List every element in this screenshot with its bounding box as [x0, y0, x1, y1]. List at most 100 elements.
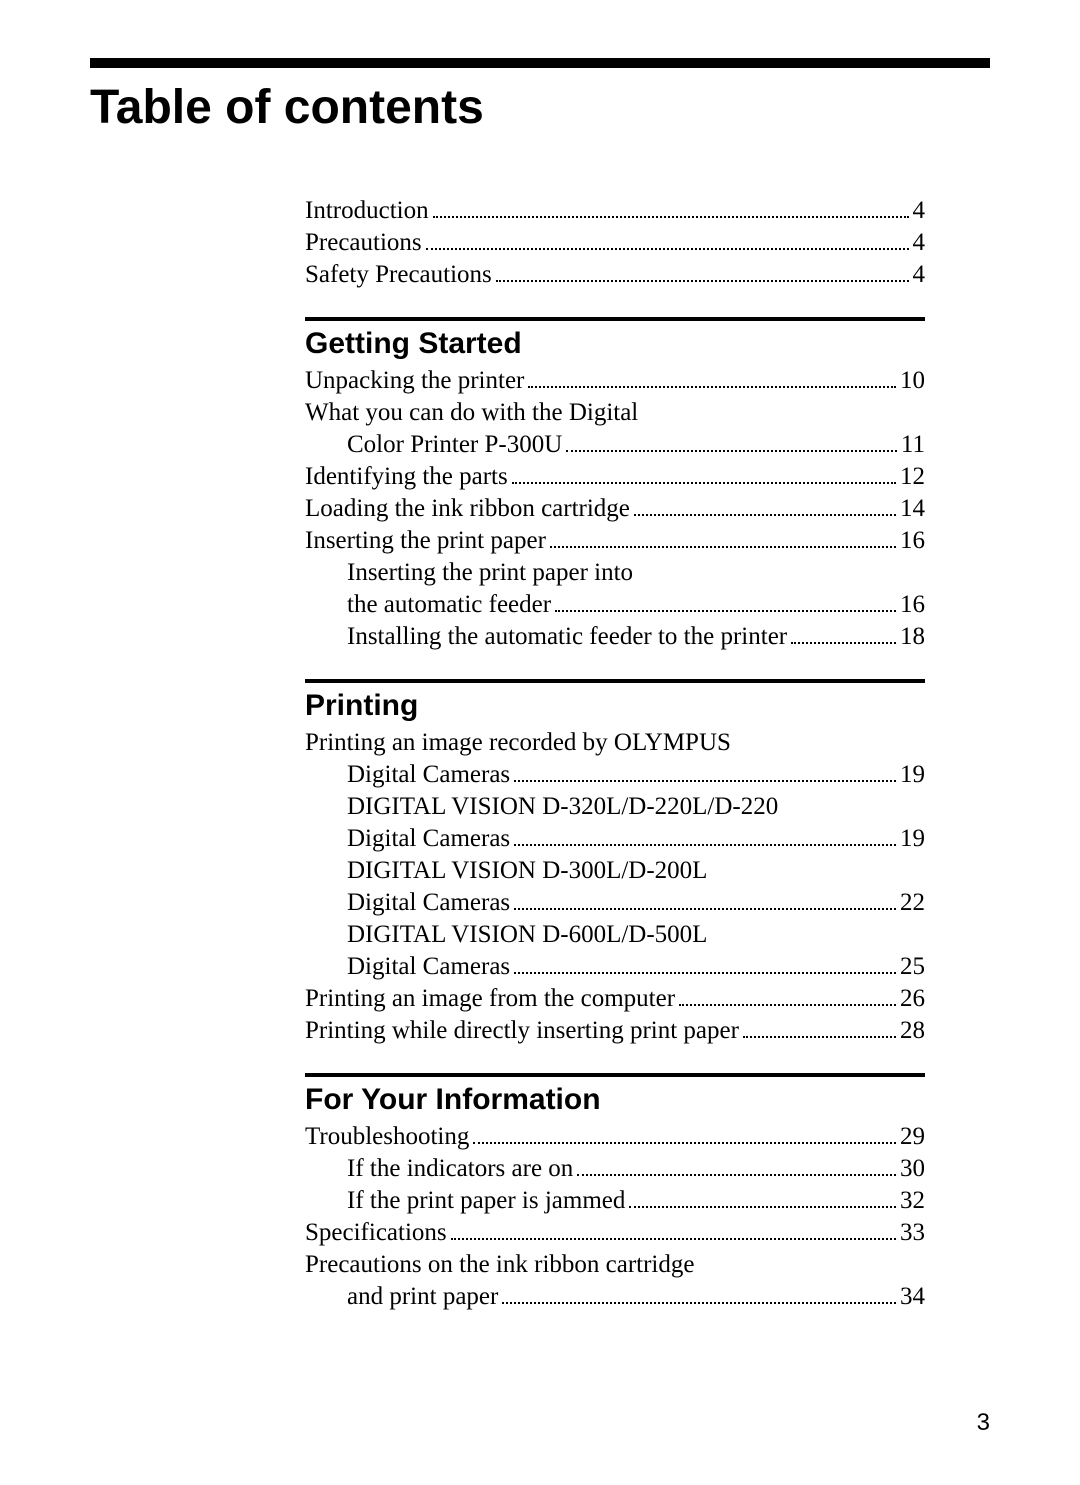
toc-entry-label: Introduction: [305, 195, 429, 227]
section-heading: Getting Started: [305, 327, 925, 361]
toc-entry: the automatic feeder 16: [305, 589, 925, 621]
toc-leader-dots: [679, 1004, 896, 1006]
toc-entry-page: 22: [900, 887, 925, 919]
toc-entry: What you can do with the Digital: [305, 397, 925, 429]
toc-leader-dots: [502, 1302, 896, 1304]
toc-leader-dots: [577, 1174, 896, 1176]
toc-leader-dots: [514, 844, 896, 846]
toc-entry-page: 4: [913, 227, 926, 259]
toc-entry: Safety Precautions 4: [305, 259, 925, 291]
toc-content: Introduction4Precautions4Safety Precauti…: [305, 195, 925, 1313]
toc-entry-page: 16: [900, 525, 925, 557]
toc-entry-page: 32: [900, 1185, 925, 1217]
toc-entry-label: Unpacking the printer: [305, 365, 524, 397]
toc-entry: Digital Cameras 22: [305, 887, 925, 919]
toc-entry-label: Identifying the parts: [305, 461, 508, 493]
toc-leader-dots: [566, 450, 897, 452]
toc-entry-label: the automatic feeder: [347, 589, 551, 621]
toc-entry-page: 18: [900, 621, 925, 653]
toc-entry: DIGITAL VISION D-600L/D-500L: [305, 919, 925, 951]
toc-entry: Color Printer P-300U 11: [305, 429, 925, 461]
toc-entry-page: 4: [913, 259, 926, 291]
toc-entry-label: Safety Precautions: [305, 259, 492, 291]
toc-leader-dots: [433, 216, 909, 218]
toc-entry: Printing an image recorded by OLYMPUS: [305, 727, 925, 759]
toc-entry-label: Color Printer P-300U: [347, 429, 562, 461]
toc-entry-page: 28: [900, 1015, 925, 1047]
toc-leader-dots: [496, 280, 909, 282]
toc-entry-page: 11: [901, 429, 925, 461]
toc-entry-page: 26: [900, 983, 925, 1015]
toc-entry: Precautions 4: [305, 227, 925, 259]
toc-entry: Digital Cameras 25: [305, 951, 925, 983]
toc-leader-dots: [514, 972, 896, 974]
toc-entry: Specifications 33: [305, 1217, 925, 1249]
toc-entry: Inserting the print paper into: [305, 557, 925, 589]
toc-entry: Digital Cameras 19: [305, 759, 925, 791]
toc-entry-label: Digital Cameras: [347, 887, 510, 919]
toc-entry: Identifying the parts12: [305, 461, 925, 493]
section-rule: [305, 679, 925, 683]
toc-intro-block: Introduction4Precautions4Safety Precauti…: [305, 195, 925, 291]
toc-entry: If the print paper is jammed 32: [305, 1185, 925, 1217]
toc-entry: DIGITAL VISION D-320L/D-220L/D-220: [305, 791, 925, 823]
toc-entry: DIGITAL VISION D-300L/D-200L: [305, 855, 925, 887]
page-number: 3: [977, 1409, 990, 1437]
toc-entry-label: Troubleshooting: [305, 1121, 469, 1153]
toc-leader-dots: [514, 780, 896, 782]
toc-leader-dots: [426, 248, 909, 250]
toc-entry-page: 16: [900, 589, 925, 621]
toc-entry-page: 33: [900, 1217, 925, 1249]
toc-entry-label: Precautions: [305, 227, 422, 259]
section-rule: [305, 317, 925, 321]
toc-entry-page: 19: [900, 823, 925, 855]
toc-entry-page: 4: [913, 195, 926, 227]
toc-entry-label: Digital Cameras: [347, 951, 510, 983]
toc-entry-label: Loading the ink ribbon cartridge: [305, 493, 630, 525]
toc-entry-page: 10: [900, 365, 925, 397]
toc-entry: Printing an image from the computer 26: [305, 983, 925, 1015]
toc-entry: Introduction 4: [305, 195, 925, 227]
toc-entry-page: 34: [900, 1281, 925, 1313]
toc-entry: Precautions on the ink ribbon cartridge: [305, 1249, 925, 1281]
toc-leader-dots: [791, 642, 896, 644]
toc-entry-page: 14: [900, 493, 925, 525]
toc-entry: Loading the ink ribbon cartridge 14: [305, 493, 925, 525]
toc-entry-label: Inserting the print paper: [305, 525, 546, 557]
section-rule: [305, 1073, 925, 1077]
toc-entry-page: 30: [900, 1153, 925, 1185]
page-title: Table of contents: [90, 80, 990, 135]
top-rule: [90, 58, 990, 68]
toc-entry: Installing the automatic feeder to the p…: [305, 621, 925, 653]
toc-entry: and print paper34: [305, 1281, 925, 1313]
toc-sections-block: Getting Started Unpacking the printer 10Wh…: [305, 317, 925, 1313]
toc-leader-dots: [512, 482, 896, 484]
toc-leader-dots: [514, 908, 896, 910]
toc-entry: Unpacking the printer 10: [305, 365, 925, 397]
toc-leader-dots: [634, 514, 896, 516]
toc-entry-label: Digital Cameras: [347, 759, 510, 791]
toc-entry-label: Digital Cameras: [347, 823, 510, 855]
toc-entry-label: If the indicators are on: [347, 1153, 573, 1185]
toc-leader-dots: [451, 1238, 896, 1240]
toc-entry: Troubleshooting 29: [305, 1121, 925, 1153]
toc-entry: If the indicators are on 30: [305, 1153, 925, 1185]
toc-entry-label: Printing an image from the computer: [305, 983, 675, 1015]
toc-entry-page: 29: [900, 1121, 925, 1153]
toc-entry: Digital Cameras 19: [305, 823, 925, 855]
toc-entry-label: Specifications: [305, 1217, 447, 1249]
toc-entry-label: If the print paper is jammed: [347, 1185, 625, 1217]
toc-entry: Printing while directly inserting print …: [305, 1015, 925, 1047]
section-heading: Printing: [305, 689, 925, 723]
toc-leader-dots: [743, 1036, 896, 1038]
toc-leader-dots: [550, 546, 896, 548]
toc-leader-dots: [528, 386, 896, 388]
section-heading: For Your Information: [305, 1083, 925, 1117]
toc-entry-label: Installing the automatic feeder to the p…: [347, 621, 787, 653]
toc-entry-page: 25: [900, 951, 925, 983]
toc-entry-page: 19: [900, 759, 925, 791]
toc-leader-dots: [473, 1142, 896, 1144]
toc-leader-dots: [555, 610, 896, 612]
toc-entry: Inserting the print paper 16: [305, 525, 925, 557]
page: Table of contents Introduction4Precautio…: [0, 0, 1080, 1485]
